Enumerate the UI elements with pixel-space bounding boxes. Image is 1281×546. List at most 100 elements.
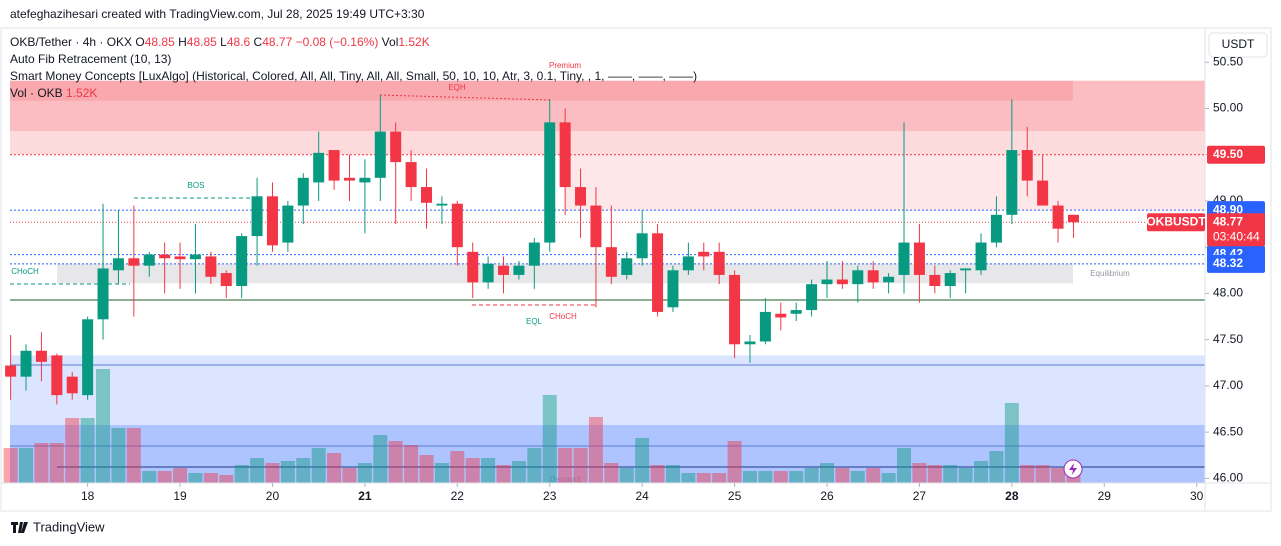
volume-bar	[958, 468, 973, 483]
volume-bar	[19, 448, 34, 483]
price-badge	[1207, 213, 1265, 247]
x-tick-label: 18	[81, 489, 95, 503]
legend: OKB/Tether · 4h · OKX O48.85 H48.85 L48.…	[10, 35, 430, 49]
volume-bar	[943, 465, 958, 483]
candle-body	[667, 270, 679, 308]
indicator: Auto Fib Retracement (10, 13)	[10, 52, 172, 66]
price-badge-label: 48.90	[1213, 202, 1243, 216]
x-tick-label: 21	[358, 489, 372, 503]
premium-zone	[10, 80, 1205, 155]
countdown: 03:40:44	[1213, 229, 1260, 243]
volume-bar	[758, 471, 773, 483]
candle-body	[1037, 180, 1049, 206]
candle-body	[852, 270, 864, 285]
y-tick-label: 48.00	[1213, 286, 1243, 300]
volume-bar	[881, 473, 896, 483]
alert-icon-bolt	[1069, 463, 1077, 475]
candle-body	[1006, 150, 1018, 215]
volume-bar	[511, 461, 526, 483]
volume-bar	[96, 369, 111, 483]
candle-body	[328, 150, 340, 181]
ohlc-label: C	[253, 35, 263, 49]
candle-body	[636, 233, 648, 259]
candle-body	[713, 251, 725, 275]
volume-bar	[773, 471, 788, 483]
candle-body	[359, 177, 371, 183]
volume-bar	[142, 471, 157, 483]
indicator: Smart Money Concepts [LuxAlgo] (Historic…	[10, 69, 698, 83]
volume-bar	[203, 473, 218, 483]
annotation: Premium	[549, 61, 581, 70]
annotation: Discount	[549, 475, 581, 484]
volume-bar	[234, 465, 249, 483]
candle-body	[544, 122, 556, 243]
candle-body	[390, 131, 402, 163]
candles	[5, 94, 1079, 405]
volume-bar	[819, 463, 834, 483]
volume-bar	[696, 473, 711, 483]
volume-bar	[419, 455, 434, 483]
candle-body	[220, 273, 232, 287]
candle-body	[313, 152, 325, 183]
price-badge-label: 48.32	[1213, 256, 1243, 270]
candle-body	[128, 258, 140, 266]
candle-body	[498, 265, 510, 275]
candle-body	[66, 376, 78, 394]
volume-bar	[1051, 468, 1066, 483]
candle-body	[559, 122, 571, 188]
volume-bar	[219, 475, 234, 483]
volume-bar	[681, 473, 696, 483]
candle-body	[867, 270, 879, 283]
annotation: EQL	[526, 317, 543, 326]
volume-bar	[727, 441, 742, 483]
x-tick-label: 25	[728, 489, 742, 503]
x-tick-label: 19	[173, 489, 187, 503]
volume-bar	[604, 463, 619, 483]
volume-bar	[188, 473, 203, 483]
symbol-label: OKBUSDT	[1146, 214, 1206, 228]
annotation: CHoCH	[11, 267, 39, 276]
high-value: 48.85	[186, 35, 217, 49]
candle-body	[451, 203, 463, 248]
candle-body	[482, 263, 494, 283]
price-badge-label: 49.50	[1213, 147, 1243, 161]
eqh-line	[379, 94, 551, 101]
currency-box[interactable]	[1208, 32, 1268, 58]
volume-bar	[850, 471, 865, 483]
equilibrium-zone	[57, 263, 1073, 284]
candle-body	[590, 205, 602, 248]
candle-body	[836, 279, 848, 285]
candle-body	[1067, 214, 1079, 223]
candle-body	[759, 311, 771, 342]
volume-bar	[373, 435, 388, 483]
volume-bar	[111, 428, 126, 483]
symbol-badge	[1147, 213, 1205, 232]
candle-body	[652, 233, 664, 312]
x-tick-label: 28	[1005, 489, 1019, 503]
annotation: CHoCH	[549, 312, 577, 321]
vol-value: 1.52K	[398, 35, 430, 49]
volume-bar	[404, 445, 419, 483]
change: −0.08 (−0.16%)	[295, 35, 379, 49]
volume-bar	[742, 471, 757, 483]
candle-body	[174, 256, 186, 260]
candle-body	[189, 254, 201, 260]
candle-body	[682, 256, 694, 271]
x-tick-label: 29	[1098, 489, 1112, 503]
volume-bar	[665, 465, 680, 483]
low-value: 48.6	[226, 35, 251, 49]
candle-body	[621, 258, 633, 275]
candle-body	[944, 273, 956, 287]
candle-body	[729, 274, 741, 345]
candle-body	[513, 265, 525, 275]
volume-bar	[712, 473, 727, 483]
candle-body	[205, 256, 217, 277]
footer-brand: TradingView	[33, 519, 105, 534]
volume	[3, 369, 1081, 483]
y-tick-label: 47.00	[1213, 378, 1243, 392]
candle-body	[898, 242, 910, 275]
vol-legend: Vol · OKB 1.52K	[10, 86, 97, 100]
volume-bar	[804, 468, 819, 483]
volume-bar	[789, 471, 804, 483]
